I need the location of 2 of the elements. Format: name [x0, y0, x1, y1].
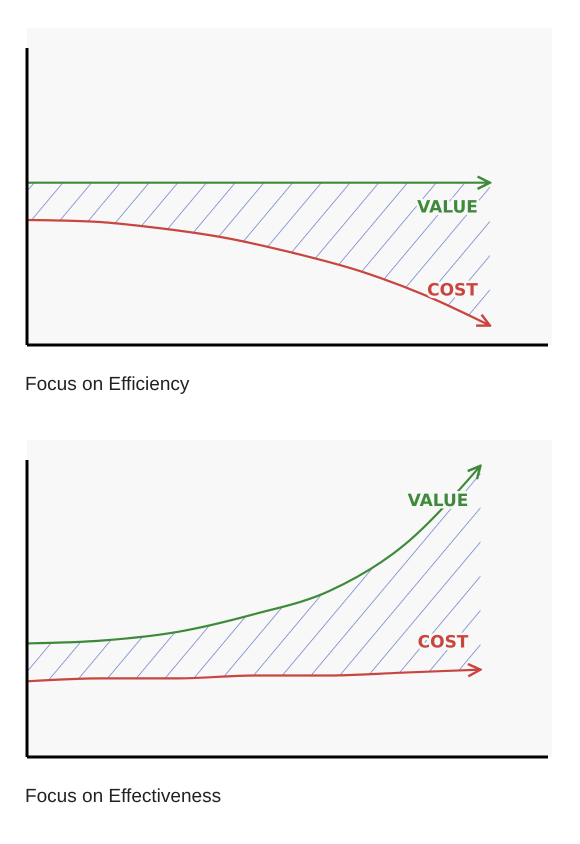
- text: Focus on Efficiency: [25, 374, 190, 395]
- text: Focus on Effectiveness: [25, 786, 222, 807]
